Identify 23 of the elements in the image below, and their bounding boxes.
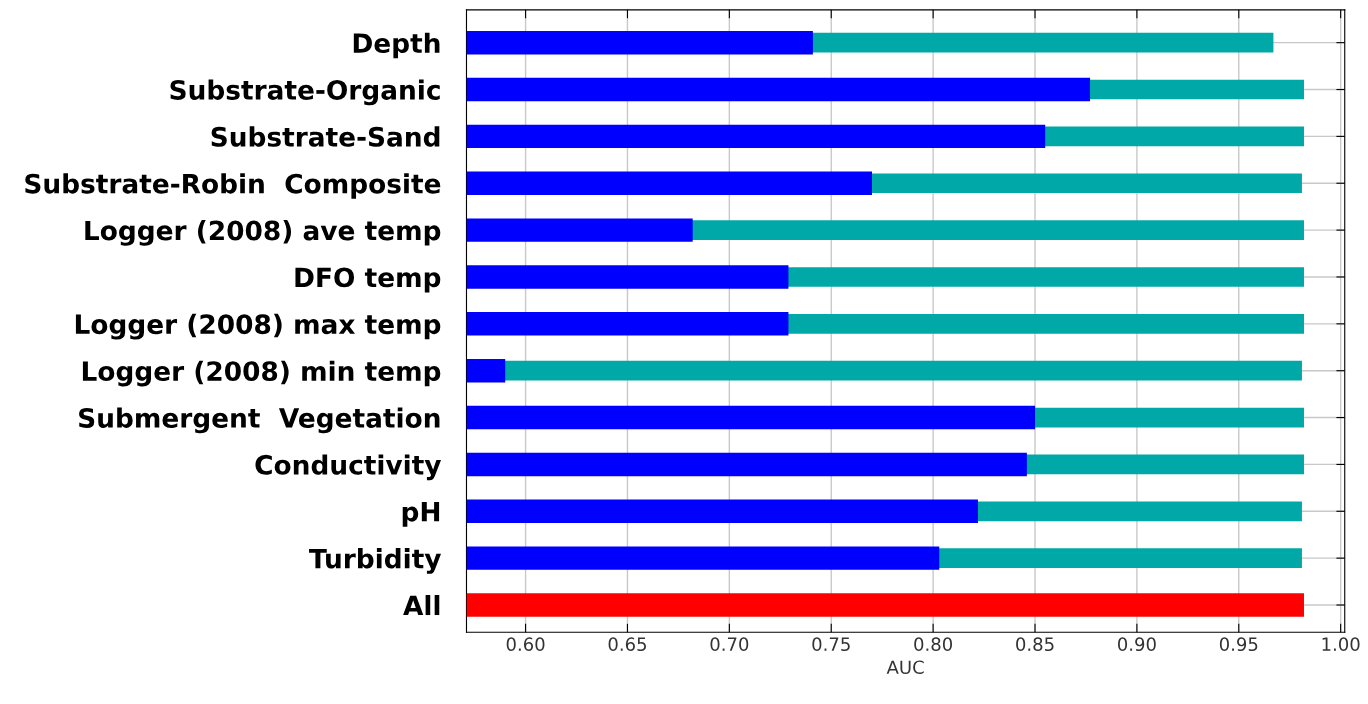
x-tick-label: 0.65 [608,637,646,652]
y-tick-label: Logger (2008) max temp [75,313,441,340]
y-tick-label: Submergent Vegetation [79,407,440,434]
y-tick-label: DFO temp [295,267,441,293]
x-tick-label: 0.85 [1016,637,1054,652]
y-tick-label: Depth [353,32,440,59]
x-tick-label: 0.60 [506,637,545,652]
y-tick-label: Substrate-Organic [170,79,440,106]
y-tick-label: Logger (2008) min temp [82,360,441,387]
x-tick-label: 0.80 [914,637,953,652]
y-tick-label: All [403,594,440,616]
y-tick-label: pH [402,502,440,527]
x-tick-label: 1.00 [1322,637,1360,652]
x-axis-title: AUC [886,660,924,675]
y-tick-label: Conductivity [255,454,442,481]
x-tick-label: 0.75 [812,637,850,652]
y-tick-label: Substrate-Robin Composite [25,173,441,199]
y-tick-label: Substrate-Sand [211,126,440,147]
y-tick-label: Turbidity [309,548,442,574]
x-tick-label: 0.70 [710,637,749,652]
y-tick-label: Logger (2008) ave temp [85,220,441,246]
x-tick-label: 0.90 [1117,637,1156,652]
x-tick-label: 0.95 [1219,637,1258,652]
